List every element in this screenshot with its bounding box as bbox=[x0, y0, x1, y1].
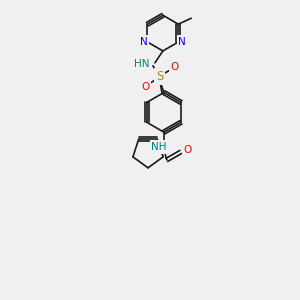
Text: S: S bbox=[156, 70, 164, 83]
Text: O: O bbox=[141, 82, 149, 92]
Text: O: O bbox=[184, 145, 192, 155]
Text: HN: HN bbox=[134, 59, 149, 69]
Text: N: N bbox=[140, 37, 147, 47]
Text: O: O bbox=[171, 62, 179, 72]
Text: NH: NH bbox=[151, 142, 167, 152]
Text: N: N bbox=[178, 37, 186, 47]
